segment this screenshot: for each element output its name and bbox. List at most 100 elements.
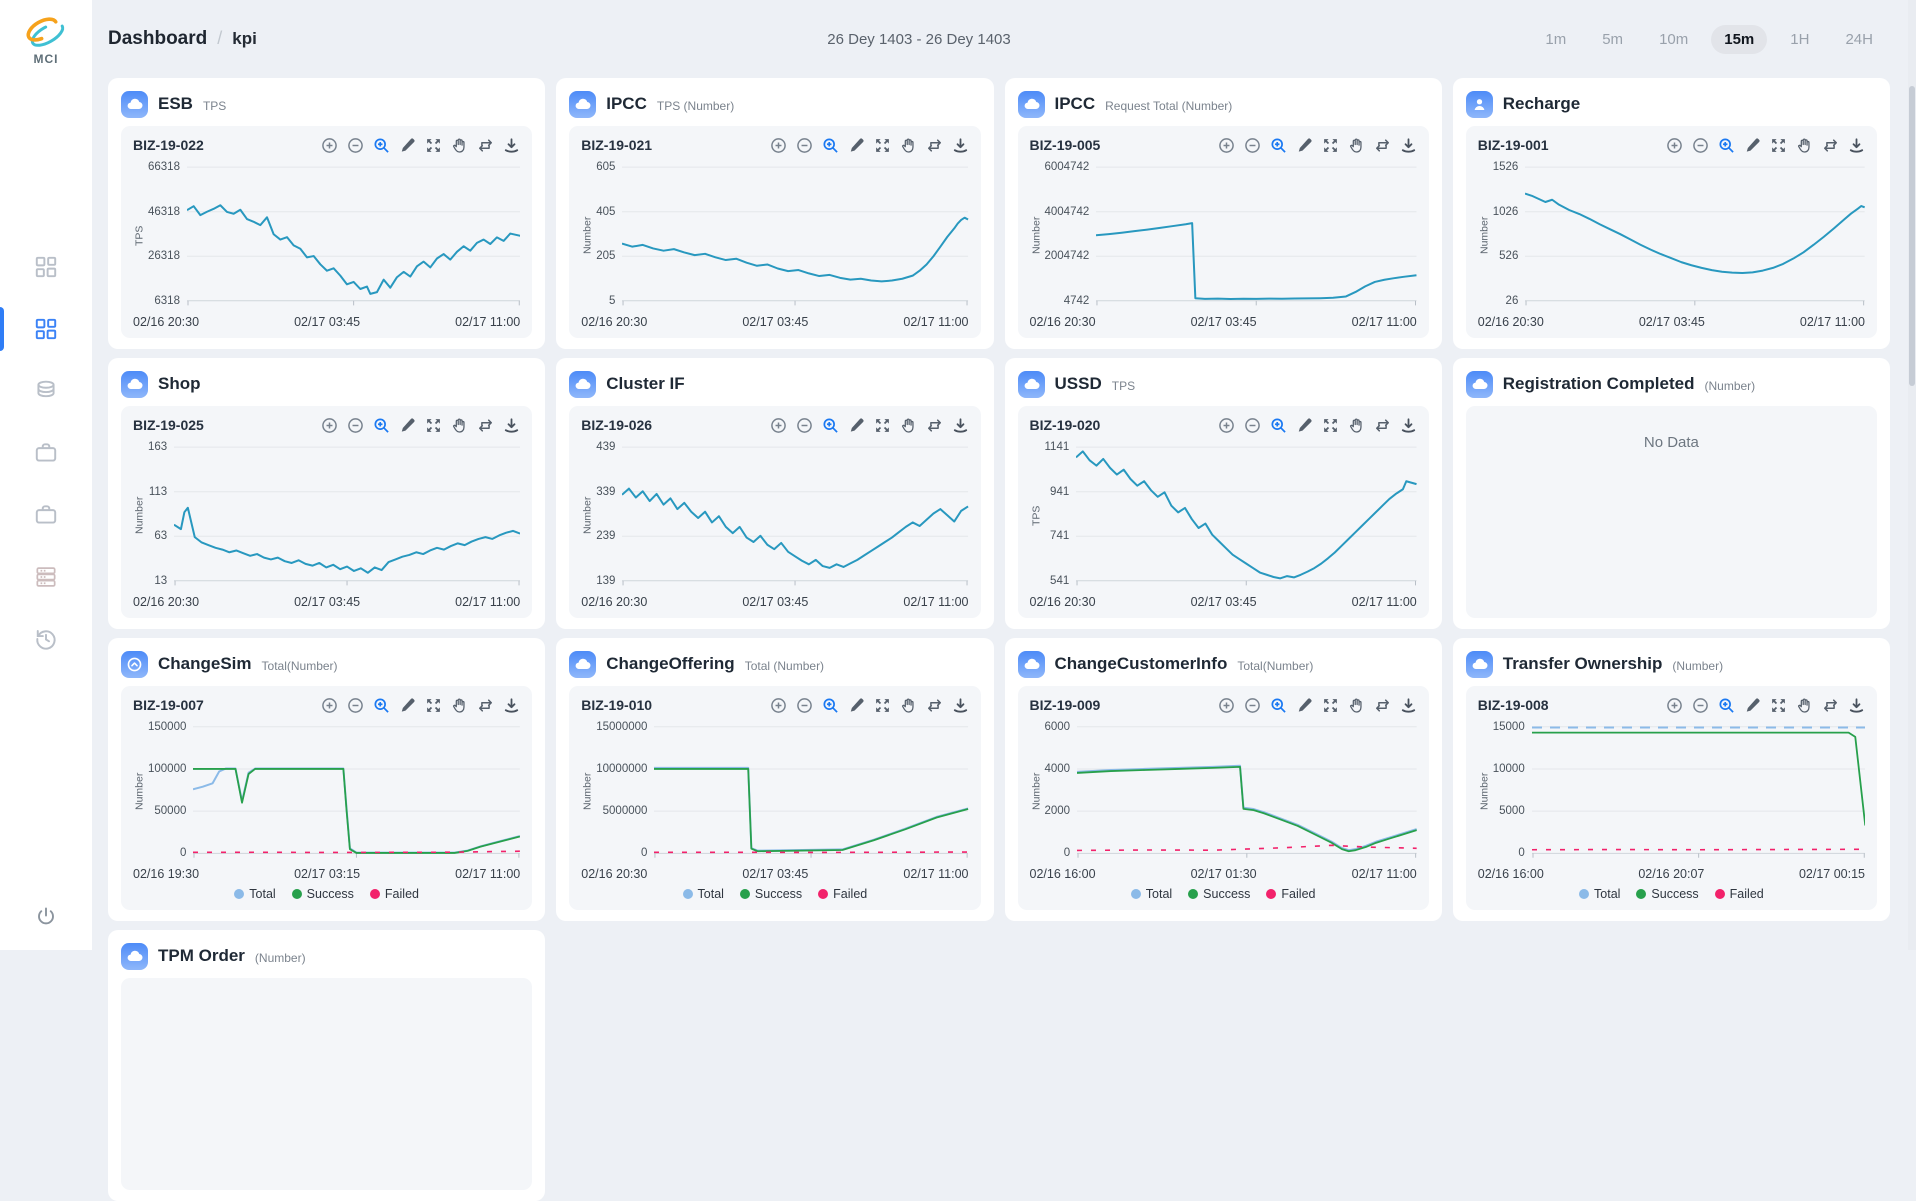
legend-item-total[interactable]: Total bbox=[1131, 887, 1172, 901]
refresh-button[interactable] bbox=[1374, 417, 1391, 434]
date-range-picker[interactable]: 26 Dey 1403 - 26 Dey 1403 bbox=[827, 31, 1010, 48]
fullscreen-button[interactable] bbox=[425, 417, 442, 434]
pan-button[interactable] bbox=[900, 417, 917, 434]
legend-item-success[interactable]: Success bbox=[740, 887, 802, 901]
pan-button[interactable] bbox=[1348, 697, 1365, 714]
chart-plot[interactable] bbox=[1525, 159, 1865, 312]
zoom-in-button[interactable] bbox=[1218, 697, 1235, 714]
refresh-button[interactable] bbox=[926, 417, 943, 434]
refresh-button[interactable] bbox=[477, 417, 494, 434]
pan-button[interactable] bbox=[1348, 137, 1365, 154]
chart-plot[interactable] bbox=[187, 159, 520, 312]
download-button[interactable] bbox=[1400, 417, 1417, 434]
edit-button[interactable] bbox=[399, 137, 416, 154]
pan-button[interactable] bbox=[900, 137, 917, 154]
download-button[interactable] bbox=[952, 417, 969, 434]
chart-plot[interactable] bbox=[622, 439, 968, 592]
legend-item-total[interactable]: Total bbox=[234, 887, 275, 901]
zoom-in-button[interactable] bbox=[321, 417, 338, 434]
fullscreen-button[interactable] bbox=[874, 417, 891, 434]
edit-button[interactable] bbox=[399, 697, 416, 714]
legend-item-failed[interactable]: Failed bbox=[1715, 887, 1764, 901]
breadcrumb-dashboard[interactable]: Dashboard bbox=[108, 28, 207, 50]
download-button[interactable] bbox=[503, 417, 520, 434]
sidebar-item-database[interactable] bbox=[0, 378, 92, 404]
legend-item-failed[interactable]: Failed bbox=[370, 887, 419, 901]
zoom-in-button[interactable] bbox=[770, 417, 787, 434]
fullscreen-button[interactable] bbox=[425, 137, 442, 154]
zoom-in-button[interactable] bbox=[1666, 137, 1683, 154]
pan-button[interactable] bbox=[1796, 137, 1813, 154]
download-button[interactable] bbox=[1848, 697, 1865, 714]
scrollbar-thumb[interactable] bbox=[1909, 86, 1915, 386]
fullscreen-button[interactable] bbox=[874, 137, 891, 154]
chart-plot[interactable] bbox=[1096, 159, 1416, 312]
zoom-in-button[interactable] bbox=[1218, 137, 1235, 154]
refresh-button[interactable] bbox=[477, 697, 494, 714]
legend-item-failed[interactable]: Failed bbox=[818, 887, 867, 901]
sidebar-item-server-stack[interactable] bbox=[0, 564, 92, 590]
zoom-box-button[interactable] bbox=[822, 417, 839, 434]
zoom-box-button[interactable] bbox=[1718, 137, 1735, 154]
fullscreen-button[interactable] bbox=[874, 697, 891, 714]
sidebar-item-briefcase-2[interactable] bbox=[0, 502, 92, 528]
fullscreen-button[interactable] bbox=[1322, 697, 1339, 714]
zoom-out-button[interactable] bbox=[1244, 697, 1261, 714]
download-button[interactable] bbox=[952, 697, 969, 714]
fullscreen-button[interactable] bbox=[1770, 697, 1787, 714]
zoom-box-button[interactable] bbox=[373, 417, 390, 434]
edit-button[interactable] bbox=[1296, 417, 1313, 434]
refresh-button[interactable] bbox=[926, 137, 943, 154]
zoom-out-button[interactable] bbox=[1692, 137, 1709, 154]
zoom-out-button[interactable] bbox=[1244, 417, 1261, 434]
zoom-out-button[interactable] bbox=[796, 697, 813, 714]
zoom-box-button[interactable] bbox=[1718, 697, 1735, 714]
download-button[interactable] bbox=[1400, 137, 1417, 154]
chart-plot[interactable] bbox=[622, 159, 968, 312]
zoom-out-button[interactable] bbox=[347, 417, 364, 434]
edit-button[interactable] bbox=[848, 137, 865, 154]
zoom-in-button[interactable] bbox=[770, 697, 787, 714]
fullscreen-button[interactable] bbox=[1770, 137, 1787, 154]
zoom-box-button[interactable] bbox=[822, 697, 839, 714]
edit-button[interactable] bbox=[848, 417, 865, 434]
time-range-5m[interactable]: 5m bbox=[1589, 25, 1636, 54]
zoom-out-button[interactable] bbox=[1244, 137, 1261, 154]
chart-plot[interactable] bbox=[174, 439, 520, 592]
time-range-10m[interactable]: 10m bbox=[1646, 25, 1701, 54]
zoom-out-button[interactable] bbox=[796, 417, 813, 434]
zoom-in-button[interactable] bbox=[321, 137, 338, 154]
fullscreen-button[interactable] bbox=[425, 697, 442, 714]
legend-item-total[interactable]: Total bbox=[683, 887, 724, 901]
pan-button[interactable] bbox=[451, 697, 468, 714]
legend-item-total[interactable]: Total bbox=[1579, 887, 1620, 901]
sidebar-item-dashboard-grid-2[interactable] bbox=[0, 316, 92, 342]
download-button[interactable] bbox=[503, 697, 520, 714]
chart-plot[interactable] bbox=[654, 719, 968, 864]
pan-button[interactable] bbox=[1348, 417, 1365, 434]
zoom-in-button[interactable] bbox=[1666, 697, 1683, 714]
download-button[interactable] bbox=[952, 137, 969, 154]
zoom-out-button[interactable] bbox=[347, 137, 364, 154]
refresh-button[interactable] bbox=[1822, 137, 1839, 154]
zoom-in-button[interactable] bbox=[321, 697, 338, 714]
sidebar-item-briefcase-1[interactable] bbox=[0, 440, 92, 466]
download-button[interactable] bbox=[503, 137, 520, 154]
edit-button[interactable] bbox=[848, 697, 865, 714]
refresh-button[interactable] bbox=[926, 697, 943, 714]
legend-item-failed[interactable]: Failed bbox=[1266, 887, 1315, 901]
breadcrumb-kpi[interactable]: kpi bbox=[232, 29, 257, 49]
pan-button[interactable] bbox=[1796, 697, 1813, 714]
zoom-box-button[interactable] bbox=[373, 697, 390, 714]
zoom-box-button[interactable] bbox=[1270, 417, 1287, 434]
chart-plot[interactable] bbox=[1076, 439, 1417, 592]
time-range-1h[interactable]: 1H bbox=[1777, 25, 1822, 54]
sidebar-item-logout[interactable] bbox=[0, 905, 92, 934]
time-range-24h[interactable]: 24H bbox=[1832, 25, 1886, 54]
zoom-in-button[interactable] bbox=[770, 137, 787, 154]
zoom-in-button[interactable] bbox=[1218, 417, 1235, 434]
download-button[interactable] bbox=[1848, 137, 1865, 154]
download-button[interactable] bbox=[1400, 697, 1417, 714]
sidebar-item-dashboard-grid-1[interactable] bbox=[0, 254, 92, 280]
legend-item-success[interactable]: Success bbox=[1636, 887, 1698, 901]
